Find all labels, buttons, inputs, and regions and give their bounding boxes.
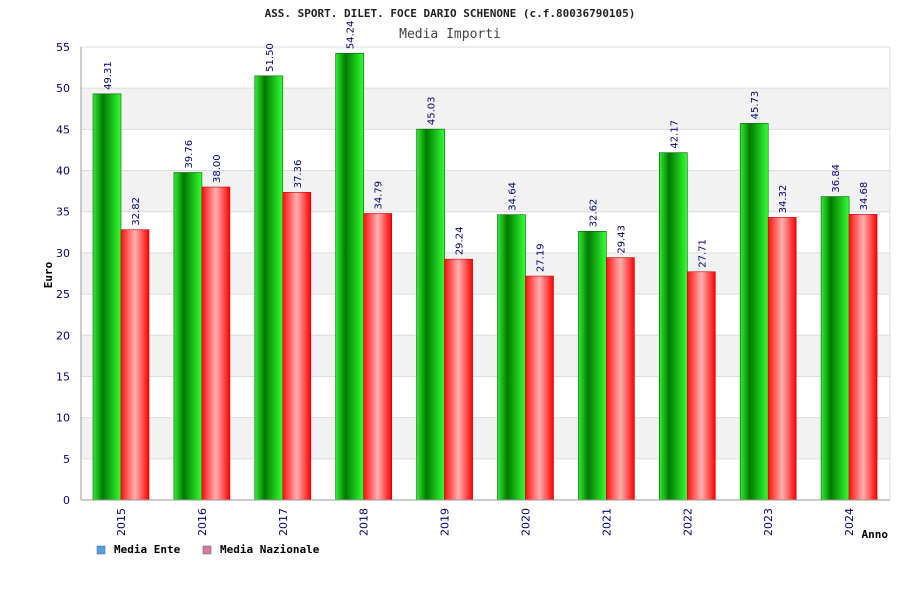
bar-media-nazionale bbox=[201, 186, 231, 501]
x-tick-label: 2022 bbox=[681, 508, 694, 536]
bar-value-label: 34.32 bbox=[778, 185, 789, 214]
bar-value-label: 27.19 bbox=[536, 243, 547, 272]
x-axis-label: Anno bbox=[862, 528, 889, 541]
x-tick-label: 2016 bbox=[196, 508, 209, 536]
y-tick-label: 35 bbox=[56, 206, 70, 219]
bar-value-label: 29.43 bbox=[616, 225, 627, 254]
legend: Media Ente Media Nazionale bbox=[96, 543, 320, 556]
y-tick-label: 10 bbox=[56, 412, 70, 425]
bar-labels: 49.31 32.82 39.76 38.00 51.50 37.36 54.24 34.79… bbox=[103, 21, 870, 272]
chart-subtitle: Media Importi bbox=[399, 27, 501, 42]
bar-value-label: 29.24 bbox=[455, 227, 466, 256]
bar-media-ente bbox=[578, 231, 607, 501]
y-axis-ticks: 0 5 10 15 20 25 30 35 40 45 50 55 bbox=[56, 41, 70, 507]
bar-media-ente bbox=[820, 196, 850, 501]
chart-title: ASS. SPORT. DILET. FOCE DARIO SCHENONE (… bbox=[265, 7, 636, 20]
legend-label-ente: Media Ente bbox=[114, 543, 181, 556]
legend-swatch-ente bbox=[96, 545, 106, 555]
bar-media-ente bbox=[92, 93, 122, 501]
bar-value-label: 32.82 bbox=[131, 197, 142, 226]
bar-media-nazionale bbox=[444, 258, 473, 501]
bar-value-label: 51.50 bbox=[265, 43, 276, 72]
bar-value-label: 42.17 bbox=[669, 120, 680, 149]
x-tick-label: 2018 bbox=[358, 508, 371, 536]
x-tick-label: 2015 bbox=[115, 508, 128, 536]
bar-value-label: 54.24 bbox=[346, 21, 357, 50]
legend-swatch-nazionale bbox=[202, 545, 212, 555]
bar-media-nazionale bbox=[848, 214, 878, 501]
grid-band bbox=[81, 88, 890, 130]
x-tick-label: 2019 bbox=[439, 508, 452, 536]
y-tick-label: 40 bbox=[56, 165, 70, 178]
bars bbox=[92, 52, 878, 501]
bar-value-label: 32.62 bbox=[588, 199, 599, 228]
bar-media-ente bbox=[335, 52, 365, 501]
y-tick-label: 5 bbox=[63, 453, 70, 466]
y-tick-label: 30 bbox=[56, 247, 70, 260]
bar-media-ente bbox=[173, 172, 203, 501]
bar-value-label: 45.73 bbox=[750, 91, 761, 120]
x-tick-label: 2017 bbox=[277, 508, 290, 536]
bar-media-ente bbox=[416, 128, 445, 501]
bar-media-ente bbox=[497, 214, 526, 501]
y-tick-label: 25 bbox=[56, 288, 70, 301]
x-tick-label: 2024 bbox=[843, 508, 856, 536]
x-axis-ticks: 2015 2016 2017 2018 2019 2020 2021 2022 2023 2024 bbox=[115, 508, 856, 536]
y-tick-label: 15 bbox=[56, 370, 70, 383]
y-tick-label: 45 bbox=[56, 123, 70, 136]
bar-value-label: 49.31 bbox=[103, 61, 114, 90]
x-tick-label: 2021 bbox=[600, 508, 613, 536]
bar-value-label: 37.36 bbox=[293, 160, 304, 189]
bar-value-label: 38.00 bbox=[212, 154, 223, 183]
bar-media-nazionale bbox=[282, 191, 312, 501]
bar-media-nazionale bbox=[767, 217, 797, 501]
bar-media-nazionale bbox=[606, 257, 635, 501]
bar-value-label: 45.03 bbox=[427, 96, 438, 125]
bar-media-nazionale bbox=[363, 213, 393, 501]
bar-value-label: 27.71 bbox=[697, 239, 708, 268]
y-tick-label: 50 bbox=[56, 82, 70, 95]
bar-value-label: 34.68 bbox=[859, 182, 870, 211]
x-tick-label: 2020 bbox=[520, 508, 533, 536]
y-tick-label: 20 bbox=[56, 329, 70, 342]
bar-value-label: 39.76 bbox=[184, 140, 195, 169]
bar-media-nazionale bbox=[525, 275, 554, 501]
y-axis-label: Euro bbox=[42, 261, 55, 288]
bar-value-label: 36.84 bbox=[831, 164, 842, 193]
bar-media-ente bbox=[658, 152, 688, 501]
x-tick-label: 2023 bbox=[762, 508, 775, 536]
y-tick-label: 0 bbox=[63, 494, 70, 507]
bar-media-ente bbox=[254, 75, 284, 501]
bar-value-label: 34.64 bbox=[508, 182, 519, 211]
legend-label-nazionale: Media Nazionale bbox=[220, 543, 320, 556]
bar-media-ente bbox=[739, 123, 769, 501]
bar-media-nazionale bbox=[686, 271, 716, 501]
bar-media-nazionale bbox=[120, 229, 150, 501]
y-tick-label: 55 bbox=[56, 41, 70, 54]
bar-value-label: 34.79 bbox=[374, 181, 385, 210]
